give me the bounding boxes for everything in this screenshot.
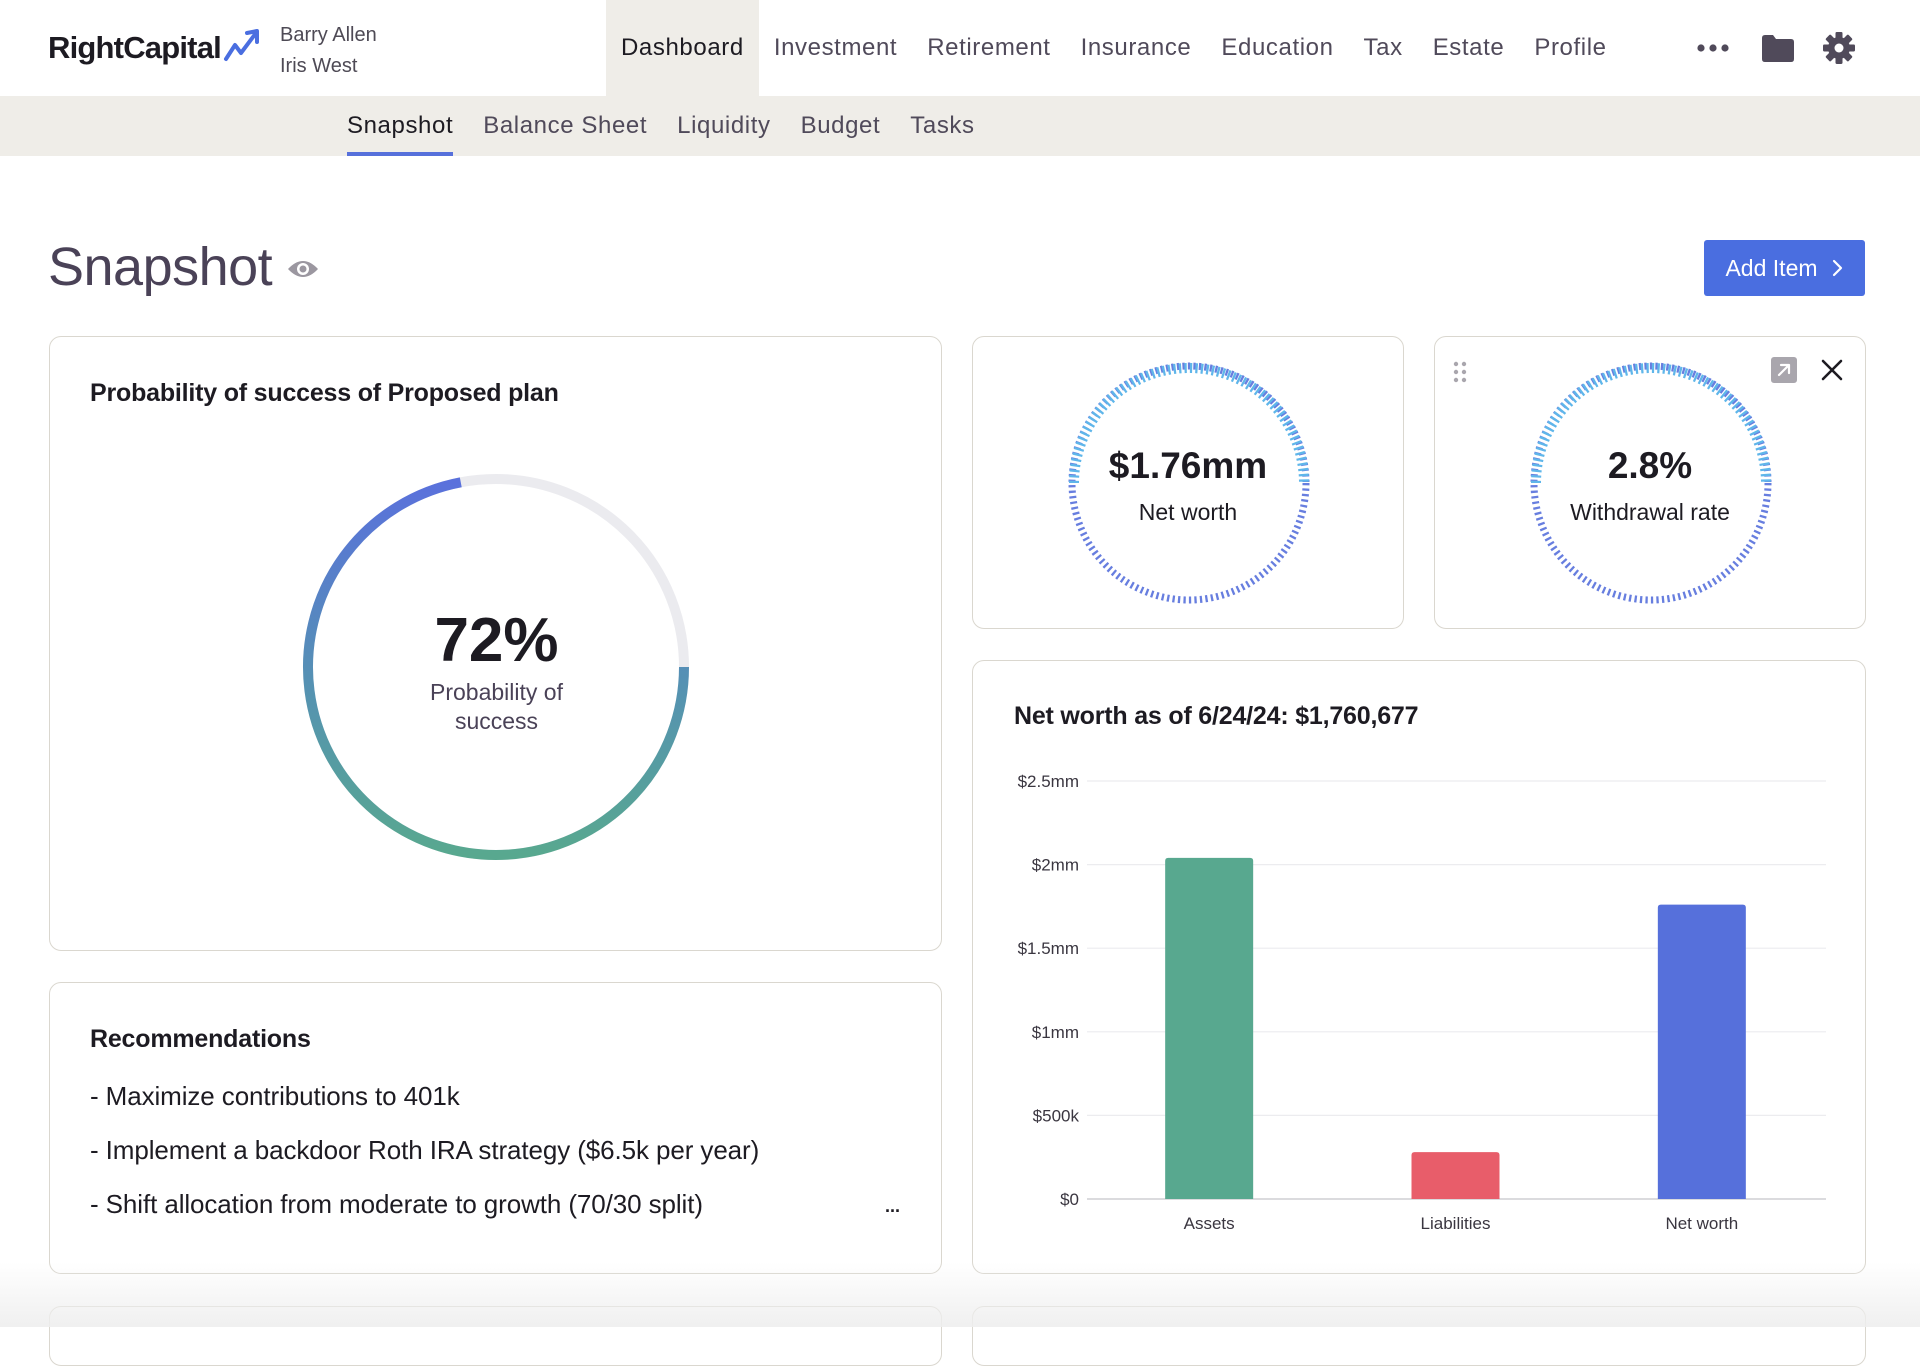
client-name: Barry Allen: [280, 24, 377, 46]
probability-value: 72%: [434, 606, 559, 675]
nav-dashboard[interactable]: Dashboard: [606, 0, 759, 96]
scroll-fade: [0, 1262, 1920, 1327]
gear-icon[interactable]: [1822, 31, 1856, 65]
probability-label: Probability of success: [50, 678, 943, 736]
brand-name: RightCapital: [48, 30, 222, 65]
recommendations-more-button[interactable]: ...: [885, 1196, 901, 1216]
net-worth-value: $1.76mm: [1108, 445, 1268, 486]
add-item-label: Add Item: [1725, 254, 1818, 281]
nav-profile[interactable]: Profile: [1534, 34, 1607, 61]
y-tick-label: $2.5mm: [1018, 772, 1079, 791]
nav-investment[interactable]: Investment: [773, 34, 898, 61]
client-names: Barry Allen Iris West: [280, 20, 377, 82]
tab-tasks[interactable]: Tasks: [910, 112, 975, 139]
withdrawal-rate-value: 2.8%: [1607, 445, 1693, 486]
x-tick-label: Assets: [1184, 1214, 1235, 1233]
add-item-button[interactable]: Add Item: [1704, 240, 1865, 296]
net-worth-chart-card: Net worth as of 6/24/24: $1,760,677 $0 $5…: [972, 660, 1866, 1274]
growth-arrow-icon: [223, 29, 259, 61]
y-tick-label: $0: [1060, 1190, 1079, 1209]
drag-handle-icon[interactable]: [1453, 361, 1467, 383]
probability-ring-progress: [303, 477, 689, 860]
probability-label-line: Probability of: [430, 679, 563, 705]
nav-education[interactable]: Education: [1221, 34, 1334, 61]
client-name: Iris West: [280, 55, 358, 77]
withdrawal-rate-label: Withdrawal rate: [1570, 499, 1730, 525]
bar-liabilities[interactable]: [1411, 1152, 1500, 1199]
chevron-right-icon: [1832, 259, 1842, 277]
recommendations-title: Recommendations: [90, 1025, 311, 1053]
tab-snapshot[interactable]: Snapshot: [332, 96, 468, 156]
x-tick-label: Liabilities: [1421, 1214, 1491, 1233]
expand-icon[interactable]: [1771, 357, 1797, 383]
bar-net-worth[interactable]: [1657, 904, 1746, 1199]
withdrawal-rate-dial: [1530, 362, 1772, 604]
y-tick-label: $500k: [1033, 1106, 1080, 1125]
nav-tax[interactable]: Tax: [1363, 34, 1403, 61]
probability-label-line: success: [454, 708, 539, 734]
withdrawal-rate-card: 2.8% Withdrawal rate: [1434, 336, 1866, 629]
probability-card: Probability of success of Proposed plan …: [49, 336, 942, 951]
nav-estate[interactable]: Estate: [1432, 34, 1505, 61]
nav-retirement[interactable]: Retirement: [927, 34, 1051, 61]
tab-budget[interactable]: Budget: [800, 112, 881, 139]
net-worth-stat-card: $1.76mm Net worth: [972, 336, 1404, 629]
recommendations-list: - Maximize contributions to 401k - Imple…: [90, 1069, 759, 1231]
more-icon[interactable]: [1696, 36, 1730, 60]
probability-ring: [303, 474, 689, 860]
probability-card-title: Probability of success of Proposed plan: [90, 379, 559, 407]
eye-icon[interactable]: [287, 255, 319, 283]
main-nav: Dashboard Investment Retirement Insuranc…: [606, 0, 1622, 96]
net-worth-bar-chart: $0 $500k $1mm $1.5mm $2mm $2.5mm Assets Liabili…: [1018, 772, 1826, 1233]
tab-liquidity[interactable]: Liquidity: [677, 112, 771, 139]
recommendation-item: - Implement a backdoor Roth IRA strategy…: [90, 1135, 760, 1165]
nav-insurance[interactable]: Insurance: [1080, 34, 1192, 61]
tab-balance-sheet[interactable]: Balance Sheet: [483, 112, 648, 139]
y-tick-label: $1.5mm: [1018, 939, 1079, 958]
net-worth-label: Net worth: [1138, 499, 1238, 525]
recommendation-item: - Shift allocation from moderate to grow…: [90, 1189, 703, 1219]
chart-title: Net worth as of 6/24/24: $1,760,677: [1014, 702, 1419, 730]
close-icon[interactable]: [1821, 359, 1843, 381]
brand-logo[interactable]: RightCapital: [48, 29, 263, 66]
top-bar: RightCapital Barry Allen Iris West Dashb…: [0, 0, 1920, 96]
x-tick-label: Net worth: [1665, 1214, 1738, 1233]
recommendations-card: Recommendations - Maximize contributions…: [49, 982, 942, 1274]
bar-assets[interactable]: [1165, 857, 1254, 1199]
sub-nav: Snapshot Balance Sheet Liquidity Budget …: [0, 96, 1920, 156]
y-tick-label: $1mm: [1032, 1023, 1079, 1042]
y-tick-label: $2mm: [1032, 856, 1079, 875]
recommendation-item: - Maximize contributions to 401k: [90, 1081, 460, 1111]
folder-icon[interactable]: [1761, 33, 1795, 63]
net-worth-dial: [1068, 362, 1310, 604]
page-title: Snapshot: [48, 237, 273, 297]
